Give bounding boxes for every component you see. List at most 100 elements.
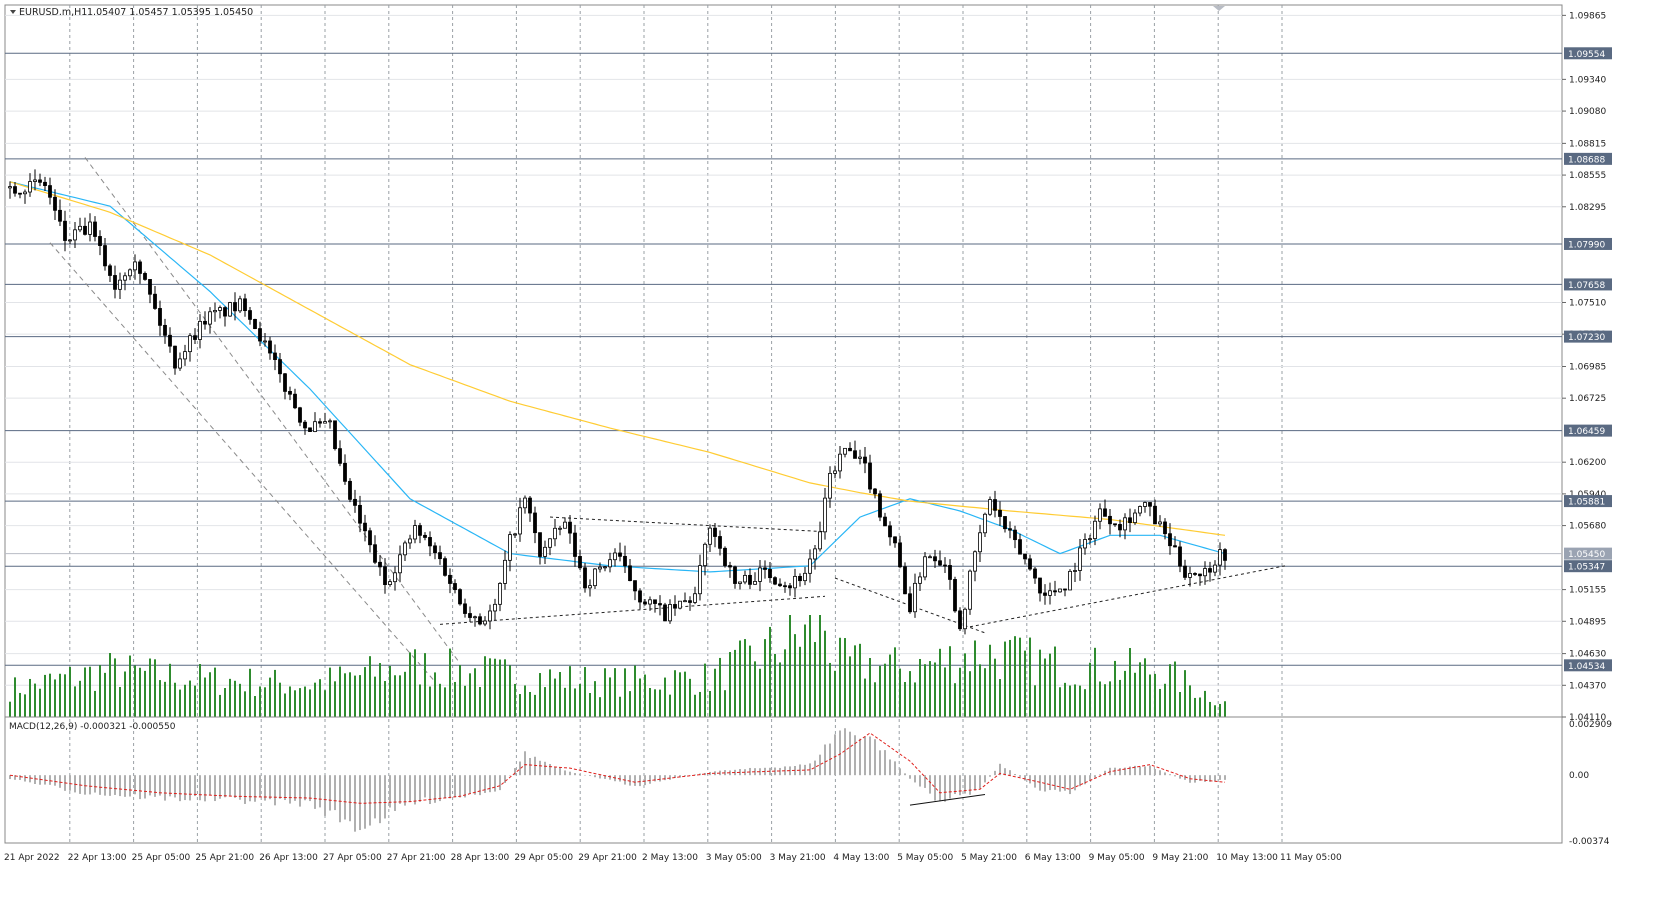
volume-bar bbox=[644, 674, 646, 717]
candle-body bbox=[228, 302, 232, 317]
candle-body bbox=[168, 334, 172, 347]
collapse-arrow-icon[interactable] bbox=[10, 10, 16, 14]
candle-body bbox=[988, 499, 992, 515]
volume-bar bbox=[239, 683, 241, 717]
candle-body bbox=[608, 559, 612, 568]
macd-bar bbox=[564, 770, 566, 776]
candle-body bbox=[558, 527, 562, 530]
candle bbox=[863, 447, 867, 474]
macd-bar bbox=[859, 738, 861, 776]
price-tick-label: 1.04895 bbox=[1569, 617, 1606, 627]
volume-bar bbox=[1189, 685, 1191, 717]
candle-body bbox=[63, 220, 67, 241]
candle bbox=[238, 295, 242, 314]
candle bbox=[398, 545, 402, 583]
candle bbox=[853, 440, 857, 459]
macd-bar bbox=[449, 775, 451, 799]
candle-body bbox=[958, 610, 962, 630]
volume-bar bbox=[499, 659, 501, 717]
macd-bar bbox=[104, 775, 106, 796]
macd-bar bbox=[1169, 774, 1171, 776]
candle-body bbox=[113, 275, 117, 290]
candle-body bbox=[658, 603, 662, 606]
candle bbox=[308, 427, 312, 432]
candle-body bbox=[528, 497, 532, 514]
candle-body bbox=[338, 448, 342, 464]
candle bbox=[1098, 503, 1102, 530]
candle bbox=[813, 544, 817, 570]
candle bbox=[993, 490, 997, 518]
candle-body bbox=[1023, 553, 1027, 560]
candle bbox=[408, 534, 412, 549]
volume-bar bbox=[474, 668, 476, 717]
candle bbox=[423, 532, 427, 541]
volume-bar bbox=[1179, 692, 1181, 717]
candle bbox=[1103, 499, 1107, 517]
candle-body bbox=[983, 513, 987, 534]
candle bbox=[203, 311, 207, 330]
candle-body bbox=[198, 320, 202, 340]
candlesticks[interactable] bbox=[8, 169, 1227, 635]
macd-bar bbox=[299, 775, 301, 807]
candle-body bbox=[563, 521, 567, 529]
candle-body bbox=[358, 504, 362, 524]
candle-body bbox=[888, 525, 892, 538]
candle-body bbox=[238, 298, 242, 312]
macd-bar bbox=[139, 775, 141, 800]
macd-bar bbox=[1049, 775, 1051, 791]
macd-bar bbox=[754, 768, 756, 776]
candle-body bbox=[773, 577, 777, 585]
macd-bar bbox=[619, 775, 621, 782]
price-tag: 1.07658 bbox=[1564, 278, 1612, 291]
candle bbox=[33, 169, 37, 191]
candle-body bbox=[898, 542, 902, 568]
price-tag-bg bbox=[1564, 560, 1612, 573]
candle-body bbox=[1013, 529, 1017, 541]
volume-bar bbox=[74, 686, 76, 717]
macd-bar bbox=[949, 775, 951, 799]
candle-body bbox=[243, 298, 247, 311]
volume-bar bbox=[924, 664, 926, 717]
volume-bar bbox=[504, 659, 506, 717]
macd-bar bbox=[1154, 768, 1156, 776]
candle-body bbox=[388, 581, 392, 585]
volume-bar bbox=[159, 680, 161, 717]
macd-bar bbox=[1224, 775, 1226, 780]
candle bbox=[133, 254, 137, 280]
volume-bar bbox=[559, 672, 561, 717]
candle-body bbox=[1028, 558, 1032, 570]
candle-body bbox=[713, 527, 717, 537]
price-tag-label: 1.08688 bbox=[1568, 155, 1605, 165]
volume-bar bbox=[934, 662, 936, 717]
candle-body bbox=[868, 462, 872, 490]
candle bbox=[688, 596, 692, 611]
macd-bar bbox=[639, 775, 641, 787]
volume-bar bbox=[889, 654, 891, 717]
candle bbox=[838, 445, 842, 479]
candle-body bbox=[253, 318, 257, 329]
macd-bar bbox=[389, 775, 391, 808]
macd-bar bbox=[404, 775, 406, 806]
volume-bar bbox=[974, 640, 976, 717]
macd-bar bbox=[909, 775, 911, 779]
volume-bar bbox=[489, 658, 491, 717]
volume-bar bbox=[659, 689, 661, 717]
volume-bar bbox=[514, 683, 516, 717]
macd-bar bbox=[934, 775, 936, 801]
candle-body bbox=[883, 516, 887, 527]
candle-body bbox=[363, 522, 367, 532]
time-label: 10 May 13:00 bbox=[1216, 853, 1278, 863]
volume-bar bbox=[1079, 685, 1081, 717]
candle bbox=[68, 239, 72, 245]
macd-bar bbox=[349, 775, 351, 822]
volume-bar bbox=[1029, 637, 1031, 717]
macd-bar bbox=[629, 775, 631, 786]
candle bbox=[1203, 561, 1207, 585]
macd-bar bbox=[234, 775, 236, 798]
time-label: 28 Apr 13:00 bbox=[451, 853, 510, 863]
candle-body bbox=[813, 548, 817, 560]
candle-body bbox=[1218, 549, 1222, 566]
candle bbox=[1173, 536, 1177, 548]
macd-bar bbox=[1074, 775, 1076, 791]
chart-header-ohlc: 1.05407 1.05457 1.05395 1.05450 bbox=[87, 7, 253, 18]
